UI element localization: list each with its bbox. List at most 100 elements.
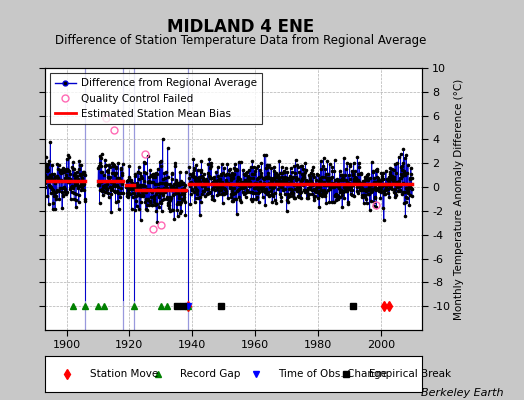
Point [238, 183, 247, 189]
Point [245, 167, 254, 174]
Point [301, 187, 309, 193]
Point [132, 182, 140, 188]
Point [350, 192, 358, 199]
Point [56, 185, 64, 192]
Point [300, 186, 309, 193]
Point [122, 190, 130, 196]
Point [292, 188, 301, 194]
Point [331, 193, 339, 200]
Point [390, 176, 398, 182]
Point [278, 178, 287, 184]
Point [176, 201, 184, 207]
Point [57, 167, 66, 174]
Point [179, 179, 187, 186]
Point [133, 190, 141, 196]
Point [383, 181, 391, 187]
Point [243, 180, 251, 186]
Point [213, 173, 222, 179]
Point [103, 186, 111, 192]
Point [109, 160, 117, 167]
Point [231, 160, 239, 167]
Point [323, 158, 332, 164]
Point [318, 173, 326, 180]
Point [386, 164, 395, 171]
Point [356, 180, 364, 186]
Point [105, 184, 114, 190]
Point [151, 190, 160, 197]
Point [205, 175, 214, 181]
Point [350, 176, 358, 183]
Point [337, 176, 346, 182]
Point [169, 181, 178, 188]
Point [404, 190, 412, 197]
Point [349, 182, 357, 188]
Point [396, 188, 404, 194]
Text: Berkeley Earth: Berkeley Earth [421, 388, 503, 398]
Point [231, 167, 239, 173]
Point [196, 174, 204, 180]
Point [329, 180, 337, 187]
Point [367, 182, 375, 188]
Point [117, 165, 125, 171]
Point [275, 174, 283, 180]
Point [167, 187, 175, 194]
Point [383, 182, 391, 188]
Point [126, 177, 134, 183]
Text: MIDLAND 4 ENE: MIDLAND 4 ENE [167, 18, 315, 36]
Point [318, 193, 326, 199]
Point [173, 180, 181, 186]
Point [98, 169, 106, 175]
Point [132, 198, 140, 205]
Point [68, 183, 76, 190]
Point [116, 178, 124, 184]
Point [315, 188, 323, 194]
Point [322, 182, 331, 188]
Point [157, 186, 165, 192]
Point [136, 182, 144, 188]
Point [210, 196, 219, 203]
Point [225, 185, 234, 191]
Point [205, 189, 214, 196]
Point [177, 181, 185, 187]
Point [370, 178, 379, 185]
Point [245, 183, 253, 190]
Point [341, 182, 350, 189]
Point [161, 174, 169, 181]
Point [354, 178, 362, 184]
Point [134, 176, 143, 182]
Point [310, 197, 318, 203]
Point [276, 182, 284, 188]
Point [181, 212, 190, 219]
Point [281, 164, 290, 171]
Point [209, 186, 217, 192]
Point [154, 194, 162, 200]
Point [154, 166, 162, 172]
Point [206, 164, 214, 171]
Point [233, 178, 241, 184]
Point [138, 188, 146, 195]
Point [146, 171, 155, 178]
Point [48, 187, 57, 194]
Point [379, 217, 388, 223]
Point [104, 169, 112, 175]
Point [117, 180, 126, 186]
Point [304, 184, 313, 191]
Point [116, 194, 124, 200]
Point [388, 166, 396, 173]
Point [136, 170, 145, 176]
Point [380, 191, 388, 197]
Point [43, 165, 51, 172]
Point [300, 188, 309, 195]
Point [266, 175, 274, 181]
Point [256, 180, 265, 186]
Point [345, 186, 353, 192]
Point [108, 160, 116, 166]
Point [204, 173, 213, 179]
Point [403, 162, 412, 169]
Point [202, 179, 210, 185]
Point [203, 186, 212, 192]
Point [192, 179, 200, 186]
Point [51, 206, 59, 212]
Point [342, 188, 351, 194]
Point [279, 176, 288, 183]
